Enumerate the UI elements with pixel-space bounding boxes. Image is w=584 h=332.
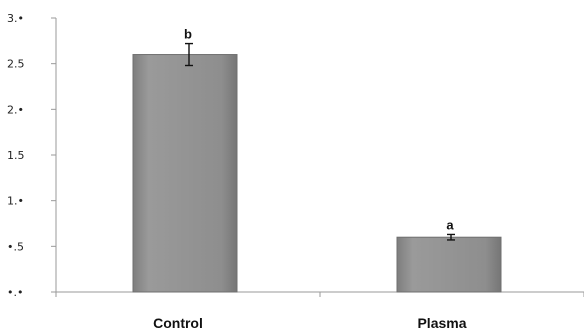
bar-plasma <box>396 236 502 293</box>
y-tick-label: 2.• <box>7 103 24 116</box>
error-bar-plasma <box>447 233 455 241</box>
x-axis-ticks <box>55 292 584 297</box>
error-bar-control <box>185 42 193 67</box>
category-label: Control <box>153 315 203 331</box>
bars-group <box>132 54 502 293</box>
y-tick-label: 2.5 <box>7 58 25 71</box>
y-tick-label: •.5 <box>7 240 24 253</box>
significance-labels: ba <box>184 27 454 233</box>
category-labels: Control Plasma <box>153 315 467 331</box>
y-tick-label: •.• <box>7 286 23 299</box>
y-tick-label: 3.• <box>7 12 24 25</box>
y-axis-ticks: •.• •.5 1.• 1.5 2.• 2.5 3.• <box>7 12 56 299</box>
error-bars-group <box>185 42 455 241</box>
category-label: Plasma <box>417 315 466 331</box>
y-tick-label: 1.5 <box>7 149 25 162</box>
significance-label: b <box>184 27 192 42</box>
significance-label: a <box>446 217 454 232</box>
bar-control <box>132 54 238 293</box>
y-tick-label: 1.• <box>7 195 24 208</box>
